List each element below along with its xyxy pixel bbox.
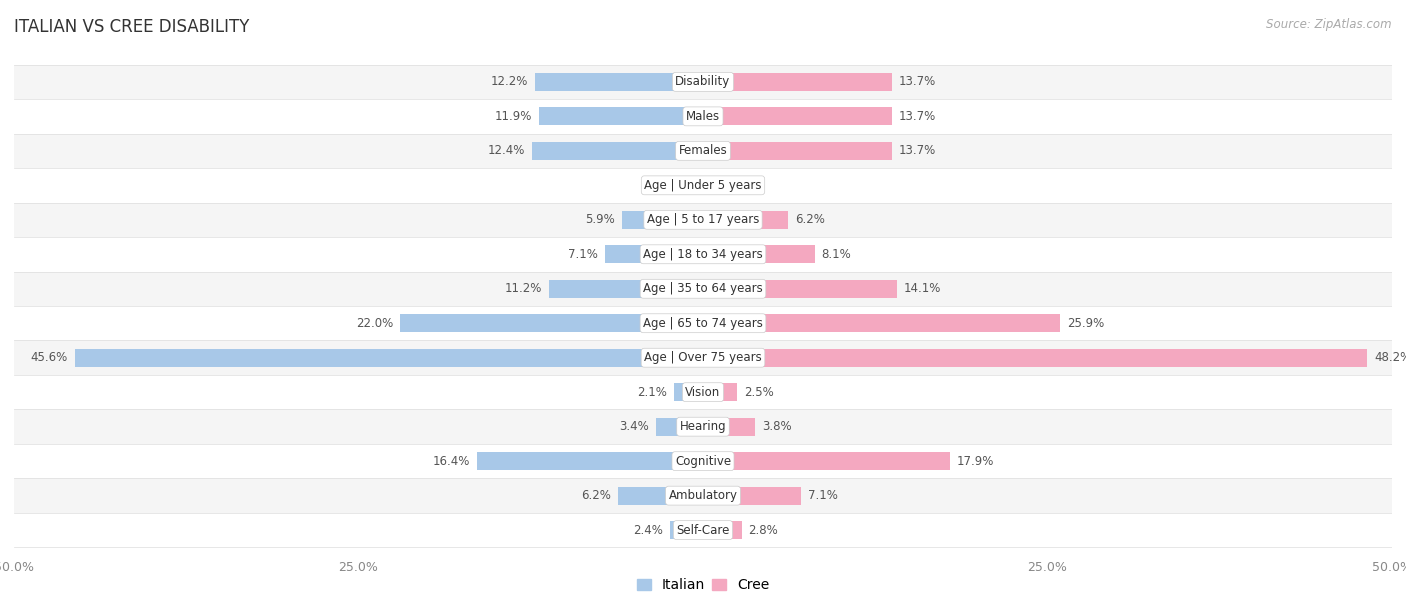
Bar — [14, 168, 1392, 203]
Bar — [14, 272, 1392, 306]
Text: 17.9%: 17.9% — [956, 455, 994, 468]
Bar — [703, 487, 801, 505]
Text: 25.9%: 25.9% — [1067, 317, 1104, 330]
Text: Males: Males — [686, 110, 720, 123]
Text: 13.7%: 13.7% — [898, 110, 936, 123]
Text: Females: Females — [679, 144, 727, 157]
Bar — [548, 280, 703, 297]
Bar — [703, 107, 891, 125]
Bar — [605, 245, 703, 263]
Text: 12.2%: 12.2% — [491, 75, 529, 88]
Text: 6.2%: 6.2% — [581, 489, 610, 502]
Text: 1.4%: 1.4% — [730, 179, 759, 192]
Text: Self-Care: Self-Care — [676, 524, 730, 537]
Text: 2.1%: 2.1% — [637, 386, 668, 398]
Text: 2.4%: 2.4% — [633, 524, 664, 537]
Text: Ambulatory: Ambulatory — [668, 489, 738, 502]
Text: 8.1%: 8.1% — [821, 248, 851, 261]
Bar — [673, 383, 703, 401]
Bar — [534, 73, 703, 91]
Text: 12.4%: 12.4% — [488, 144, 526, 157]
Text: Age | 65 to 74 years: Age | 65 to 74 years — [643, 317, 763, 330]
Bar — [657, 418, 703, 436]
Text: 6.2%: 6.2% — [796, 214, 825, 226]
Bar — [14, 306, 1392, 340]
Text: 5.9%: 5.9% — [585, 214, 614, 226]
Bar — [617, 487, 703, 505]
Bar — [703, 245, 814, 263]
Bar — [703, 521, 741, 539]
Bar — [14, 340, 1392, 375]
Text: 7.1%: 7.1% — [807, 489, 838, 502]
Text: ITALIAN VS CREE DISABILITY: ITALIAN VS CREE DISABILITY — [14, 18, 249, 36]
Bar — [14, 409, 1392, 444]
Text: Age | Under 5 years: Age | Under 5 years — [644, 179, 762, 192]
Bar — [703, 142, 891, 160]
Text: 2.8%: 2.8% — [748, 524, 778, 537]
Text: Cognitive: Cognitive — [675, 455, 731, 468]
Bar — [621, 211, 703, 229]
Bar — [399, 315, 703, 332]
Text: Source: ZipAtlas.com: Source: ZipAtlas.com — [1267, 18, 1392, 31]
Text: Disability: Disability — [675, 75, 731, 88]
Text: 48.2%: 48.2% — [1374, 351, 1406, 364]
Bar — [14, 444, 1392, 479]
Text: Vision: Vision — [685, 386, 721, 398]
Bar — [703, 452, 949, 470]
Text: Hearing: Hearing — [679, 420, 727, 433]
Text: 2.5%: 2.5% — [744, 386, 775, 398]
Text: 22.0%: 22.0% — [356, 317, 392, 330]
Bar — [681, 176, 703, 194]
Bar — [14, 65, 1392, 99]
Text: Age | 18 to 34 years: Age | 18 to 34 years — [643, 248, 763, 261]
Text: 45.6%: 45.6% — [31, 351, 67, 364]
Text: 7.1%: 7.1% — [568, 248, 599, 261]
Text: 13.7%: 13.7% — [898, 75, 936, 88]
Legend: Italian, Cree: Italian, Cree — [631, 573, 775, 598]
Bar — [14, 479, 1392, 513]
Text: 14.1%: 14.1% — [904, 282, 942, 295]
Text: 13.7%: 13.7% — [898, 144, 936, 157]
Bar — [703, 176, 723, 194]
Bar — [703, 383, 738, 401]
Text: 3.8%: 3.8% — [762, 420, 792, 433]
Bar — [14, 513, 1392, 547]
Text: 11.9%: 11.9% — [495, 110, 531, 123]
Bar — [75, 349, 703, 367]
Bar — [14, 133, 1392, 168]
Bar — [477, 452, 703, 470]
Bar — [703, 349, 1367, 367]
Text: Age | Over 75 years: Age | Over 75 years — [644, 351, 762, 364]
Bar — [703, 211, 789, 229]
Bar — [14, 237, 1392, 272]
Bar — [703, 418, 755, 436]
Bar — [703, 315, 1060, 332]
Bar — [531, 142, 703, 160]
Bar — [538, 107, 703, 125]
Text: Age | 35 to 64 years: Age | 35 to 64 years — [643, 282, 763, 295]
Text: 3.4%: 3.4% — [620, 420, 650, 433]
Bar — [669, 521, 703, 539]
Text: Age | 5 to 17 years: Age | 5 to 17 years — [647, 214, 759, 226]
Text: 11.2%: 11.2% — [505, 282, 541, 295]
Bar — [14, 203, 1392, 237]
Bar — [703, 73, 891, 91]
Bar — [14, 375, 1392, 409]
Text: 1.6%: 1.6% — [644, 179, 673, 192]
Bar — [14, 99, 1392, 133]
Bar — [703, 280, 897, 297]
Text: 16.4%: 16.4% — [433, 455, 470, 468]
